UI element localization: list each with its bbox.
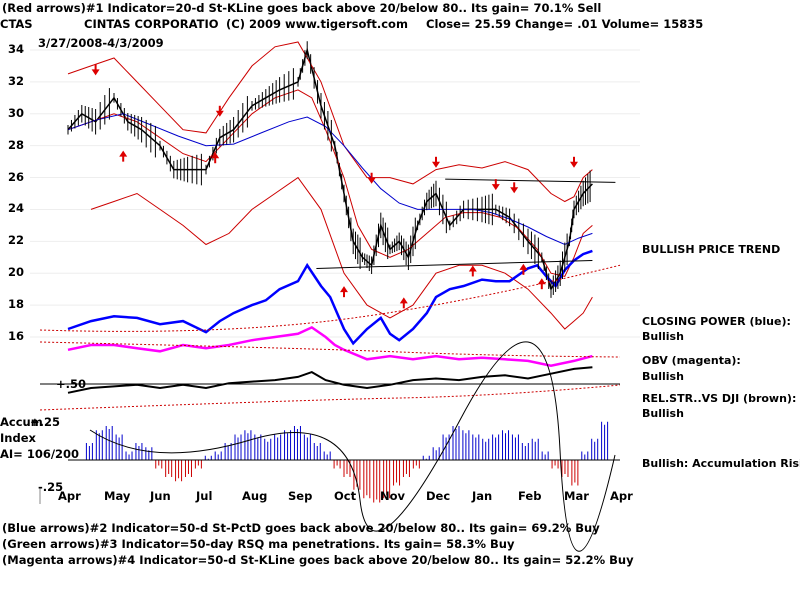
signal-3-text: (Green arrows)#3 Indicator=50-day RSQ ma… [2,537,515,551]
symbol: CTAS [0,17,33,31]
series-price [67,47,593,292]
y-tick-label: 22 [7,233,24,248]
x-tick-label: Apr [610,489,633,503]
accumulation-note: Bullish: Accumulation Rising [642,457,800,470]
x-tick-label: Aug [242,489,268,503]
buy-arrow [211,152,220,164]
x-tick-label: Jun [150,489,171,503]
obv-ma [39,341,621,358]
buy-arrow [519,263,528,275]
indicator-minus25-label: -.25 [38,480,64,494]
obv-value: Bullish [642,370,684,383]
sell-arrow [510,182,519,194]
sell-arrow [570,156,578,168]
y-tick-label: 16 [7,329,24,343]
title-line: CTAS CINTAS CORPORATIO (C) 2009 www.tige… [0,18,800,32]
accum-label-2: Index [0,431,36,445]
relstr-value: Bullish [642,407,684,420]
signal-1-text: (Red arrows)#1 Indicator=20-d St-KLine g… [2,1,602,15]
x-tick-label: Sep [288,489,313,503]
y-tick-label: 28 [7,137,24,152]
closing-power-value: Bullish [642,330,684,343]
signal-2-text: (Blue arrows)#2 Indicator=50-d St-PctD g… [2,521,600,535]
copyright: (C) 2009 www.tigersoft.com [226,17,408,31]
series-relative-strength [67,366,593,394]
trend-note: BULLISH PRICE TREND [642,243,781,256]
relstr-title: REL.STR..VS DJI (brown): [642,392,797,405]
y-tick-label: 18 [7,297,24,312]
closing-power-ma [39,264,621,332]
y-tick-label: 20 [7,265,24,280]
sell-arrow [91,64,100,76]
buy-arrow [537,278,546,290]
accum-ma [89,341,616,552]
sell-arrow [367,172,376,184]
x-tick-label: Jan [472,489,493,503]
sell-arrow [215,105,224,117]
company-name: CINTAS CORPORATIO [84,17,219,31]
x-tick-label: Dec [426,489,451,503]
accum-label-1: Accum [0,415,43,429]
series-lower-band [90,176,593,330]
series-obv [67,325,593,367]
x-tick-label: Feb [518,489,542,503]
buy-arrow [119,150,128,162]
y-tick-label: 26 [7,169,24,184]
accum-label-3: AI= 106/200 [0,447,80,461]
buy-arrow [399,297,408,309]
signal-4-text: (Magenta arrows)#4 Indicator=50-d St-KLi… [2,553,634,567]
x-tick-label: Apr [58,489,81,503]
obv-title: OBV (magenta): [642,354,741,367]
y-tick-label: 32 [7,73,24,88]
indicator-plus25-label: +.25 [30,415,61,429]
y-tick-label: 30 [7,105,24,120]
relstr-ma [39,384,621,411]
series-moving-average-red [67,89,593,277]
x-tick-label: May [104,489,131,503]
date-range: 3/27/2008-4/3/2009 [38,36,164,50]
x-tick-label: Nov [380,489,406,503]
series-closing-power [67,249,593,346]
indicator-plus50-label: +.50 [56,377,87,391]
series-upper-band [67,41,593,203]
buy-arrow [340,286,348,298]
x-tick-label: Oct [334,489,357,503]
y-tick-label: 24 [7,201,24,216]
y-tick-label: 34 [7,42,24,56]
sell-arrow [491,179,500,191]
trend-line [316,259,593,269]
closing-power-title: CLOSING POWER (blue): [642,315,791,328]
trend-line [445,178,616,183]
buy-arrow [468,265,477,277]
quote-summary: Close= 25.59 Change= .01 Volume= 15835 [426,17,704,31]
x-tick-label: Jul [196,489,213,503]
sell-arrow [432,156,440,168]
x-tick-label: Mar [564,489,589,503]
